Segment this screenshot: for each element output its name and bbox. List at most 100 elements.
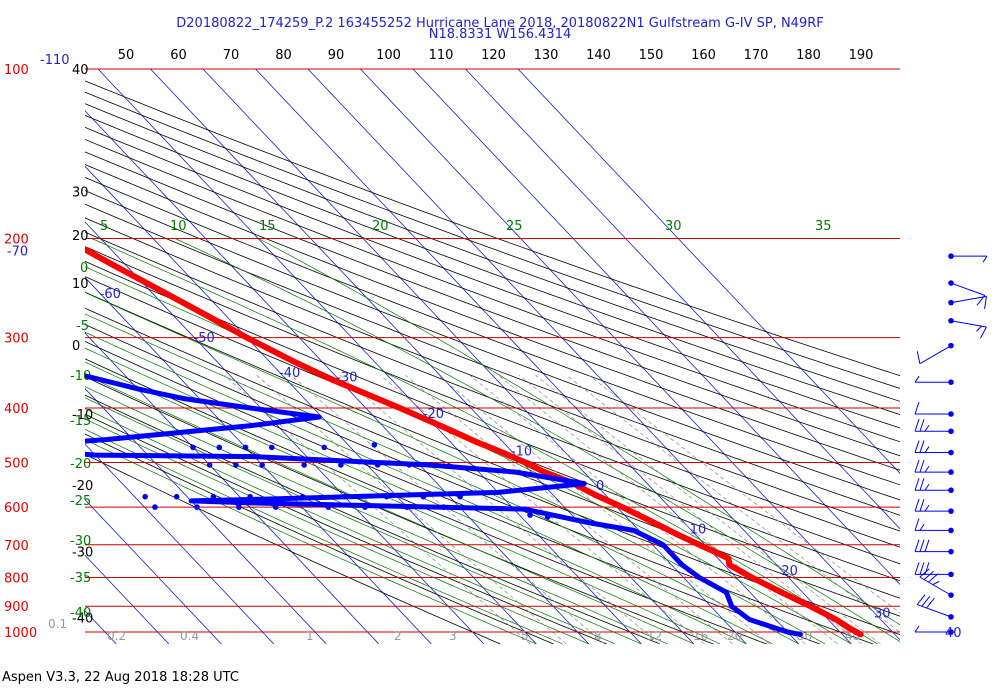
wind-barb xyxy=(948,295,987,309)
isotherm-label: 0 xyxy=(596,479,604,494)
dewpoint-point xyxy=(247,493,253,500)
left-scale-label: 0 xyxy=(72,339,80,354)
wind-barb xyxy=(916,342,954,365)
dewpoint-point xyxy=(299,493,306,500)
wind-barb-feather xyxy=(914,375,920,383)
wind-barb-feather xyxy=(916,351,921,364)
isotherm-line xyxy=(85,499,222,645)
dewpoint-point xyxy=(236,504,242,510)
left-scale-label: -20 xyxy=(72,479,93,494)
mixing-ratio-label: 3 xyxy=(449,629,457,643)
dry-adiabat-line xyxy=(85,190,900,501)
isotherm-label: 30 xyxy=(874,606,891,621)
pressure-tick-label: 400 xyxy=(4,402,29,417)
wind-barb xyxy=(914,518,954,534)
wind-barb-feather xyxy=(924,465,930,473)
mixing-ratio-label: 0.1 xyxy=(48,617,67,631)
top-scale-label: 140 xyxy=(586,48,611,63)
dewpoint-point xyxy=(142,493,148,500)
wind-barb-feather xyxy=(924,483,930,491)
dewpoint-point xyxy=(383,493,390,500)
dry-adiabat-line xyxy=(85,80,900,377)
dry-adiabat-line xyxy=(85,260,900,582)
top-scale-label: 80 xyxy=(275,48,292,63)
top-scale-label: 170 xyxy=(744,48,769,63)
wind-barb-feather xyxy=(921,596,931,607)
wind-barb xyxy=(914,419,954,435)
dewpoint-point xyxy=(374,462,381,468)
dewpoint-point xyxy=(338,462,344,468)
wind-barb-feather xyxy=(926,597,935,609)
dewpoint-point xyxy=(440,504,447,510)
pressure-tick-label: 300 xyxy=(4,332,29,347)
dewpoint-point xyxy=(457,493,463,500)
wind-barb-feather xyxy=(914,459,920,473)
isotherm-line xyxy=(360,69,900,641)
moist-adiabat-line xyxy=(85,428,563,645)
moist-adiabat-line xyxy=(85,397,642,645)
isotherm-line xyxy=(0,69,11,644)
wind-barb xyxy=(919,568,954,598)
isotherm-label: 20 xyxy=(781,564,798,579)
dewpoint-point xyxy=(268,444,275,451)
left-scale-label: -30 xyxy=(72,546,93,561)
left-scale-label: -10 xyxy=(72,408,93,423)
data-layer xyxy=(85,246,864,638)
moist-adiabat-line xyxy=(85,386,668,645)
mixing-ratio-label: 2 xyxy=(394,629,402,643)
dewpoint-point xyxy=(544,514,551,520)
isotherm-line xyxy=(85,388,327,645)
mixing-ratio-label: 20 xyxy=(727,629,742,643)
wind-barb-staff xyxy=(950,282,985,296)
top-scale-label: 130 xyxy=(534,48,559,63)
isotherm-line xyxy=(85,610,117,645)
wind-barb xyxy=(914,375,954,385)
moist-adiabat-line xyxy=(85,361,721,645)
dry-adiabat-line xyxy=(85,394,661,645)
dewpoint-point xyxy=(259,462,265,468)
dry-adiabat-line xyxy=(85,176,900,486)
moist-adiabat-label: -10 xyxy=(70,369,91,384)
moist-adiabat-label: -30 xyxy=(70,534,91,549)
pressure-tick-label: 600 xyxy=(4,501,29,516)
pressure-tick-label: 700 xyxy=(4,539,29,554)
wind-barb xyxy=(914,562,954,578)
dry-adiabat-line xyxy=(85,453,501,645)
dewpoint-point xyxy=(152,504,158,510)
isotherm-line xyxy=(307,69,852,645)
wind-barb-feather xyxy=(919,539,925,552)
isotherm-label: -60 xyxy=(100,287,121,302)
mixing-ratio-label: 16 xyxy=(693,629,708,643)
moist-adiabat-line xyxy=(85,374,694,645)
dewpoint-point xyxy=(527,512,533,518)
wind-barb-feather xyxy=(919,524,925,531)
wind-barb-layer xyxy=(914,253,988,635)
top-scale-label: 160 xyxy=(691,48,716,63)
wind-barb-feather xyxy=(914,539,920,552)
isotherm-line xyxy=(85,221,485,645)
isotherm-label: -40 xyxy=(279,366,300,381)
moist-adiabat-line xyxy=(258,238,900,626)
mixing-ratio-line xyxy=(290,375,605,645)
dry-adiabat-line xyxy=(85,307,900,636)
dewpoint-point xyxy=(404,504,410,510)
moist-adiabat-label: -40 xyxy=(70,606,91,621)
wind-barb-feather xyxy=(924,504,930,512)
dry-adiabat-line xyxy=(85,114,900,415)
dewpoint-point xyxy=(420,493,427,500)
wind-barb-feather xyxy=(932,580,940,586)
moist-adiabat-line xyxy=(85,418,589,645)
wind-barb xyxy=(914,401,954,417)
moist-adiabat-label: -35 xyxy=(70,571,91,586)
footer-timestamp: Aspen V3.3, 22 Aug 2018 18:28 UTC xyxy=(2,670,239,685)
wind-barb-feather xyxy=(919,478,925,491)
isotherm-label: 10 xyxy=(690,523,707,538)
dewpoint-point xyxy=(371,441,378,448)
dry-adiabat-line xyxy=(85,139,900,443)
wind-barb-feather xyxy=(984,296,987,309)
dewpoint-point xyxy=(173,493,180,500)
moist-adiabat-line xyxy=(85,347,747,645)
dewpoint-line xyxy=(85,373,803,637)
chart-title: D20180822_174259_P.2 163455252 Hurricane… xyxy=(176,16,824,31)
